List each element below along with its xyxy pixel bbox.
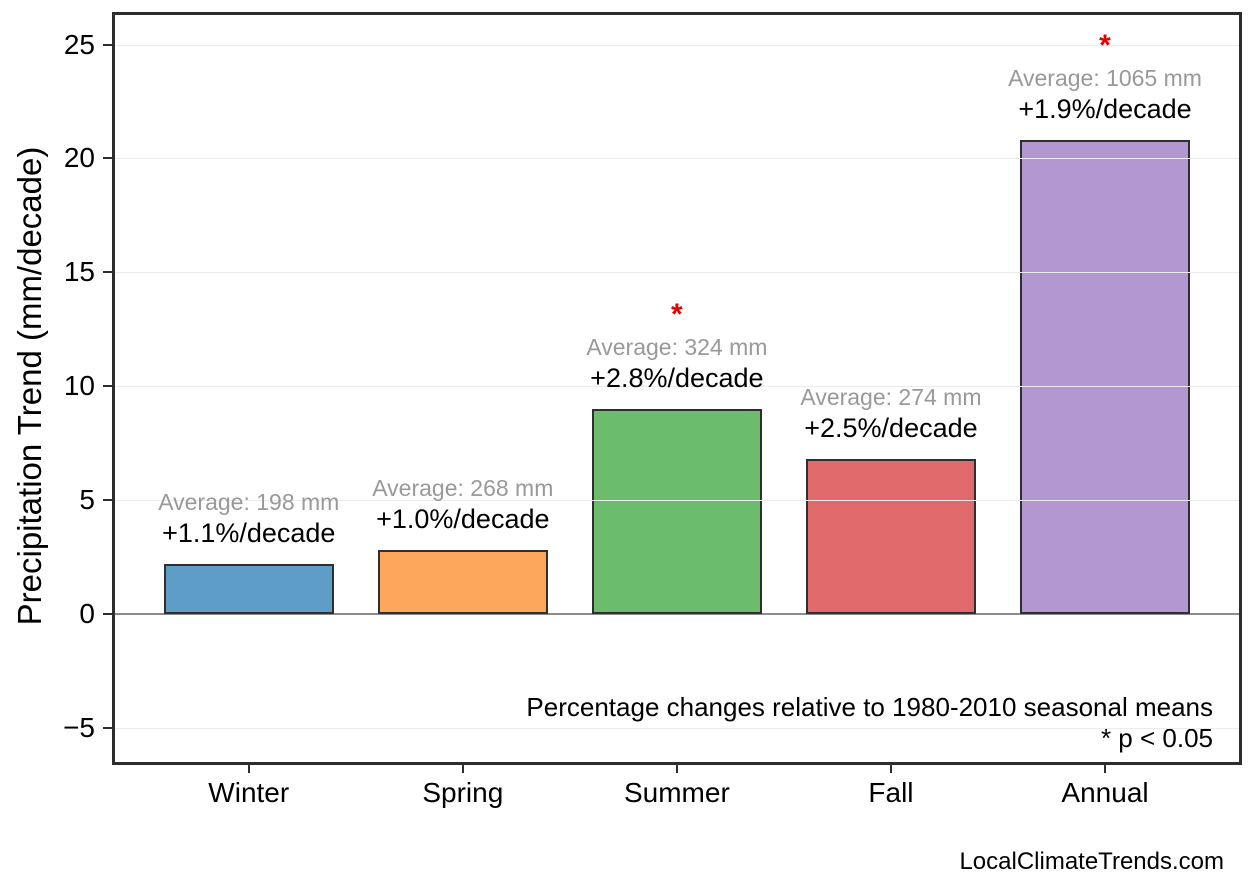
y-tick-label: −5 <box>63 711 95 743</box>
x-tick-label-summer: Summer <box>623 777 730 808</box>
gridline <box>115 727 1239 729</box>
gridline <box>115 500 1239 502</box>
bar-label-stack: * Average: 324 mm +2.8%/decade <box>517 298 837 394</box>
y-tick-label: 25 <box>63 28 95 60</box>
y-tick-label: 15 <box>63 256 95 288</box>
watermark: LocalClimateTrends.com <box>959 848 1224 875</box>
x-tick-mark <box>461 765 464 773</box>
bar-average-label: Average: 274 mm <box>800 384 982 411</box>
x-tick-label-winter: Winter <box>208 777 290 808</box>
x-tick-label-spring: Spring <box>422 777 504 808</box>
bar-average-label: Average: 324 mm <box>586 334 768 360</box>
bar-summer <box>591 408 762 614</box>
y-tick-label: 10 <box>63 370 95 402</box>
bar-label-stack: Average: 268 mm +1.0%/decade <box>303 472 623 534</box>
bar-percent-label: +2.5%/decade <box>804 413 978 444</box>
gridline <box>115 44 1239 46</box>
y-tick-mark <box>103 157 112 160</box>
bar-average-label: Average: 1065 mm <box>1008 65 1202 92</box>
y-tick-mark <box>103 726 112 729</box>
gridline <box>115 272 1239 274</box>
x-tick-mark <box>247 765 250 773</box>
gridline <box>115 158 1239 160</box>
y-tick-mark <box>103 499 112 502</box>
bar-average-label: Average: 268 mm <box>372 475 554 502</box>
note-percentage-baseline: Percentage changes relative to 1980-2010… <box>526 692 1213 722</box>
gridline <box>115 386 1239 388</box>
y-tick-mark <box>103 43 112 46</box>
x-tick-mark <box>889 765 892 773</box>
y-tick-label: 5 <box>79 484 95 516</box>
x-tick-label-fall: Fall <box>868 777 914 808</box>
plot-inner: Average: 198 mm +1.1%/decade Average: 268 … <box>115 15 1239 762</box>
plot-area: Average: 198 mm +1.1%/decade Average: 268 … <box>112 12 1242 765</box>
bar-label-stack: Average: 198 mm +1.1%/decade <box>89 486 409 548</box>
bar-winter <box>163 563 334 614</box>
significance-asterisk: * <box>1099 29 1111 63</box>
bar-annual <box>1020 140 1191 614</box>
bar-percent-label: +1.1%/decade <box>162 517 336 548</box>
x-tick-label-annual: Annual <box>1061 777 1149 808</box>
bar-percent-label: +1.9%/decade <box>1018 94 1192 125</box>
bar-label-stack: * Average: 1065 mm +1.9%/decade <box>945 29 1258 125</box>
y-tick-mark <box>103 385 112 388</box>
bar-label-stack: Average: 274 mm +2.5%/decade <box>731 381 1051 443</box>
y-tick-label: 0 <box>79 597 95 629</box>
bar-fall <box>805 459 976 614</box>
bar-spring <box>377 550 548 614</box>
y-tick-label: 20 <box>63 142 95 174</box>
zero-line <box>115 612 1239 615</box>
bar-percent-label: +2.8%/decade <box>590 363 764 393</box>
bar-average-label: Average: 198 mm <box>158 488 340 515</box>
y-tick-mark <box>103 612 112 615</box>
y-tick-mark <box>103 271 112 274</box>
significance-asterisk: * <box>671 298 683 331</box>
x-tick-mark <box>675 765 678 773</box>
x-tick-mark <box>1104 765 1107 773</box>
bar-percent-label: +1.0%/decade <box>376 504 550 535</box>
